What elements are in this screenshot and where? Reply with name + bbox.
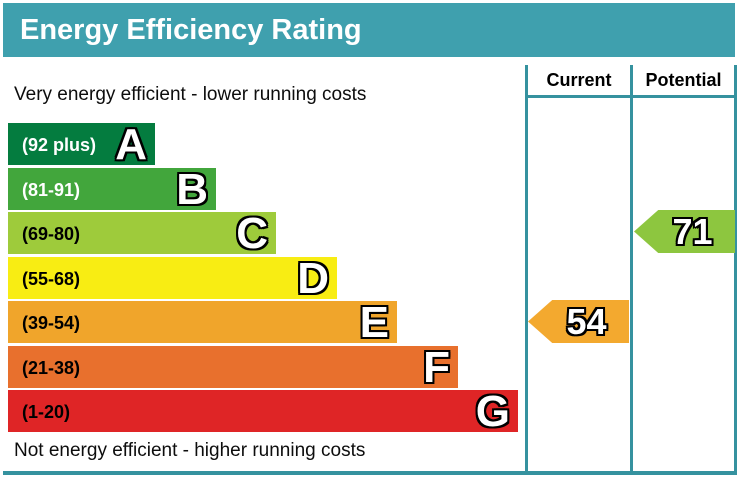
table-column-divider [630,65,633,472]
band-row-c: (69-80) C [8,209,276,258]
band-row-e: (39-54) E [8,298,397,347]
column-header-current: Current [546,70,612,90]
band-row-f: (21-38) F [8,343,458,392]
band-letter: F [423,343,450,392]
table-header-underline [525,95,737,98]
band-range-label: (55-68) [22,269,81,289]
band-row-a: (92 plus) A [8,120,155,169]
band-letter: C [236,209,268,258]
bottom-rule [3,471,737,475]
page-title: Energy Efficiency Rating [3,3,735,57]
table-left-border [525,65,528,472]
band-range-label: (39-54) [22,313,81,333]
current-rating-arrow: 54 [528,300,629,343]
bottom-note: Not energy efficient - higher running co… [14,440,366,461]
top-note: Very energy efficient - lower running co… [14,84,367,105]
band-row-b: (81-91) B [8,165,216,214]
table-right-border [734,65,737,472]
band-row-g: (1-20) G [8,387,518,436]
band-row-d: (55-68) D [8,254,337,303]
rating-bands: (92 plus) A (81-91) B (69-80) C (55-68) D (39-54… [8,123,526,435]
band-range-label: (1-20) [22,402,71,422]
band-letter: G [475,387,510,436]
column-header-potential: Potential [645,70,722,90]
band-letter: B [176,165,208,214]
band-letter: A [115,120,147,169]
band-range-label: (69-80) [22,224,81,244]
band-range-label: (21-38) [22,358,81,378]
band-letter: D [297,254,329,303]
band-range-label: (81-91) [22,180,81,200]
potential-rating-arrow: 71 [634,210,735,253]
band-letter: E [359,298,389,347]
band-range-label: (92 plus) [22,135,97,155]
